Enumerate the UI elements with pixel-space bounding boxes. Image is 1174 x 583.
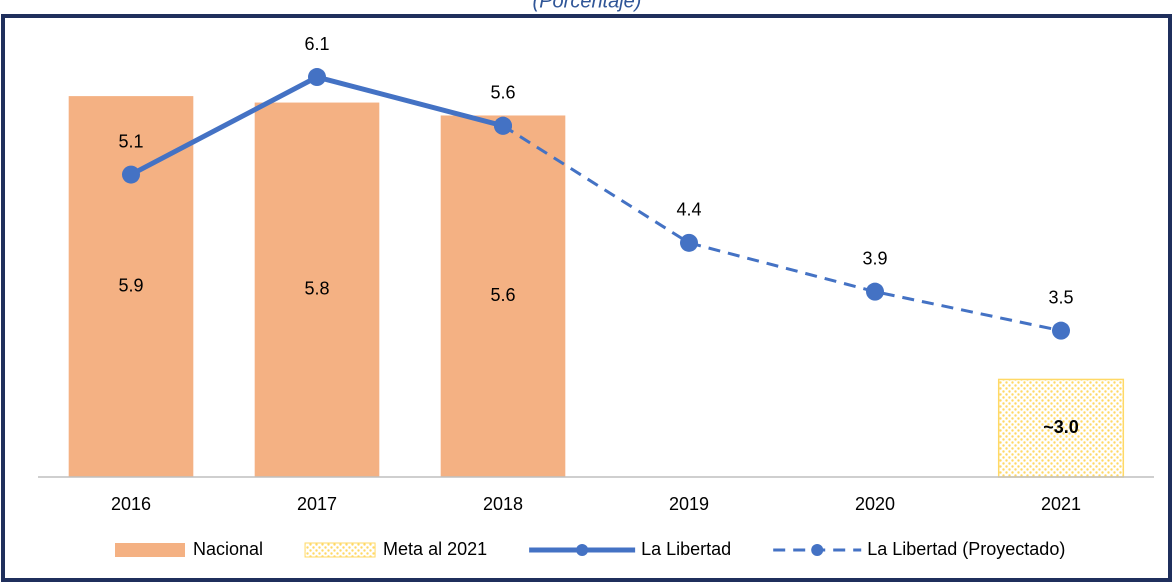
legend-item: La Libertad xyxy=(529,539,731,559)
line-value-label: 6.1 xyxy=(304,34,329,54)
x-tick-label: 2019 xyxy=(669,494,709,514)
bar xyxy=(440,115,566,478)
bar-value-label: 5.8 xyxy=(304,279,329,299)
line xyxy=(502,124,1062,333)
legend-label: Meta al 2021 xyxy=(383,539,487,559)
line-value-label: 3.9 xyxy=(862,248,887,268)
x-tick-label: 2018 xyxy=(483,494,523,514)
line-value-label: 5.1 xyxy=(118,131,143,151)
line-point xyxy=(494,116,512,135)
legend-item: Meta al 2021 xyxy=(304,539,487,559)
line-point xyxy=(122,165,140,184)
line-point xyxy=(680,233,698,252)
bar-value-label: 5.9 xyxy=(118,275,143,295)
x-tick-label: 2021 xyxy=(1041,494,1081,514)
bar-value-label: ~3.0 xyxy=(1043,417,1079,437)
legend-label: Nacional xyxy=(193,539,263,559)
line-point xyxy=(1052,321,1070,340)
line-point xyxy=(308,68,326,87)
line-value-label: 3.5 xyxy=(1048,287,1073,307)
line-value-label: 4.4 xyxy=(676,200,701,220)
legend-item: Nacional xyxy=(115,539,263,559)
frame xyxy=(1,14,1172,582)
legend-swatch xyxy=(115,543,185,557)
x-tick-label: 2017 xyxy=(297,494,337,514)
legend-swatch xyxy=(304,542,376,558)
x-tick-label: 2020 xyxy=(855,494,895,514)
legend-item: La Libertad (Proyectado) xyxy=(773,539,1065,559)
legend-swatch-point xyxy=(811,544,824,556)
legend-label: La Libertad xyxy=(641,539,731,559)
bar-value-label: 5.6 xyxy=(490,285,515,305)
x-tick-label: 2016 xyxy=(111,494,151,514)
legend-label: La Libertad (Proyectado) xyxy=(867,539,1065,559)
bar xyxy=(68,96,194,478)
line-value-label: 5.6 xyxy=(490,83,515,103)
line-point xyxy=(866,282,884,301)
legend-swatch-point xyxy=(576,544,589,556)
chart-subtitle: (Porcentaje) xyxy=(533,0,642,12)
bar xyxy=(254,102,380,477)
